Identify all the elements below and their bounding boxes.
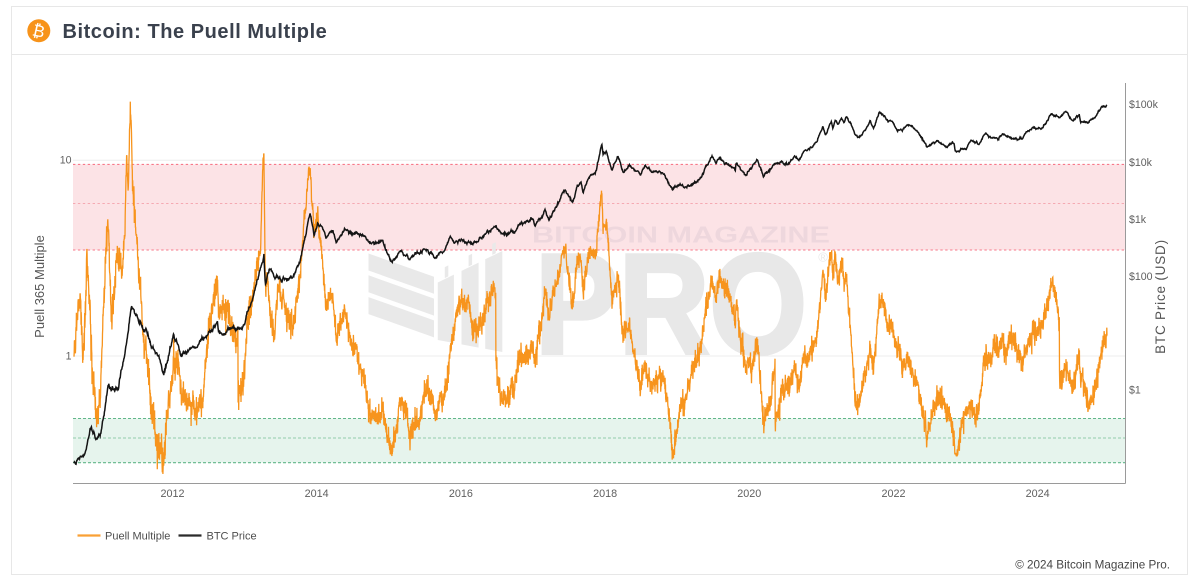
svg-text:Puell Multiple: Puell Multiple [105, 530, 170, 542]
svg-text:®: ® [818, 250, 828, 265]
svg-text:₿: ₿ [31, 21, 47, 41]
svg-text:2018: 2018 [593, 488, 617, 500]
svg-text:$1k: $1k [1129, 214, 1147, 226]
svg-text:1: 1 [66, 351, 72, 363]
svg-text:Puell 365 Multiple: Puell 365 Multiple [32, 235, 47, 338]
svg-text:PRO: PRO [535, 225, 807, 384]
svg-text:BTC Price (USD): BTC Price (USD) [1153, 239, 1168, 354]
svg-text:$100: $100 [1129, 271, 1153, 283]
svg-text:Bitcoin: The Puell Multiple: Bitcoin: The Puell Multiple [63, 21, 328, 43]
svg-text:$1: $1 [1129, 385, 1141, 397]
svg-text:BITCOIN MAGAZINE: BITCOIN MAGAZINE [532, 221, 830, 247]
svg-text:10: 10 [60, 154, 72, 166]
svg-text:BTC Price: BTC Price [207, 530, 257, 542]
svg-text:2014: 2014 [305, 488, 329, 500]
svg-text:2020: 2020 [737, 488, 761, 500]
svg-text:$100k: $100k [1129, 99, 1159, 111]
svg-text:2012: 2012 [160, 488, 184, 500]
svg-text:© 2024 Bitcoin Magazine Pro.: © 2024 Bitcoin Magazine Pro. [1015, 558, 1170, 571]
svg-text:2016: 2016 [449, 488, 473, 500]
svg-text:2022: 2022 [881, 488, 905, 500]
svg-text:$10k: $10k [1129, 157, 1153, 169]
svg-text:2024: 2024 [1026, 488, 1050, 500]
